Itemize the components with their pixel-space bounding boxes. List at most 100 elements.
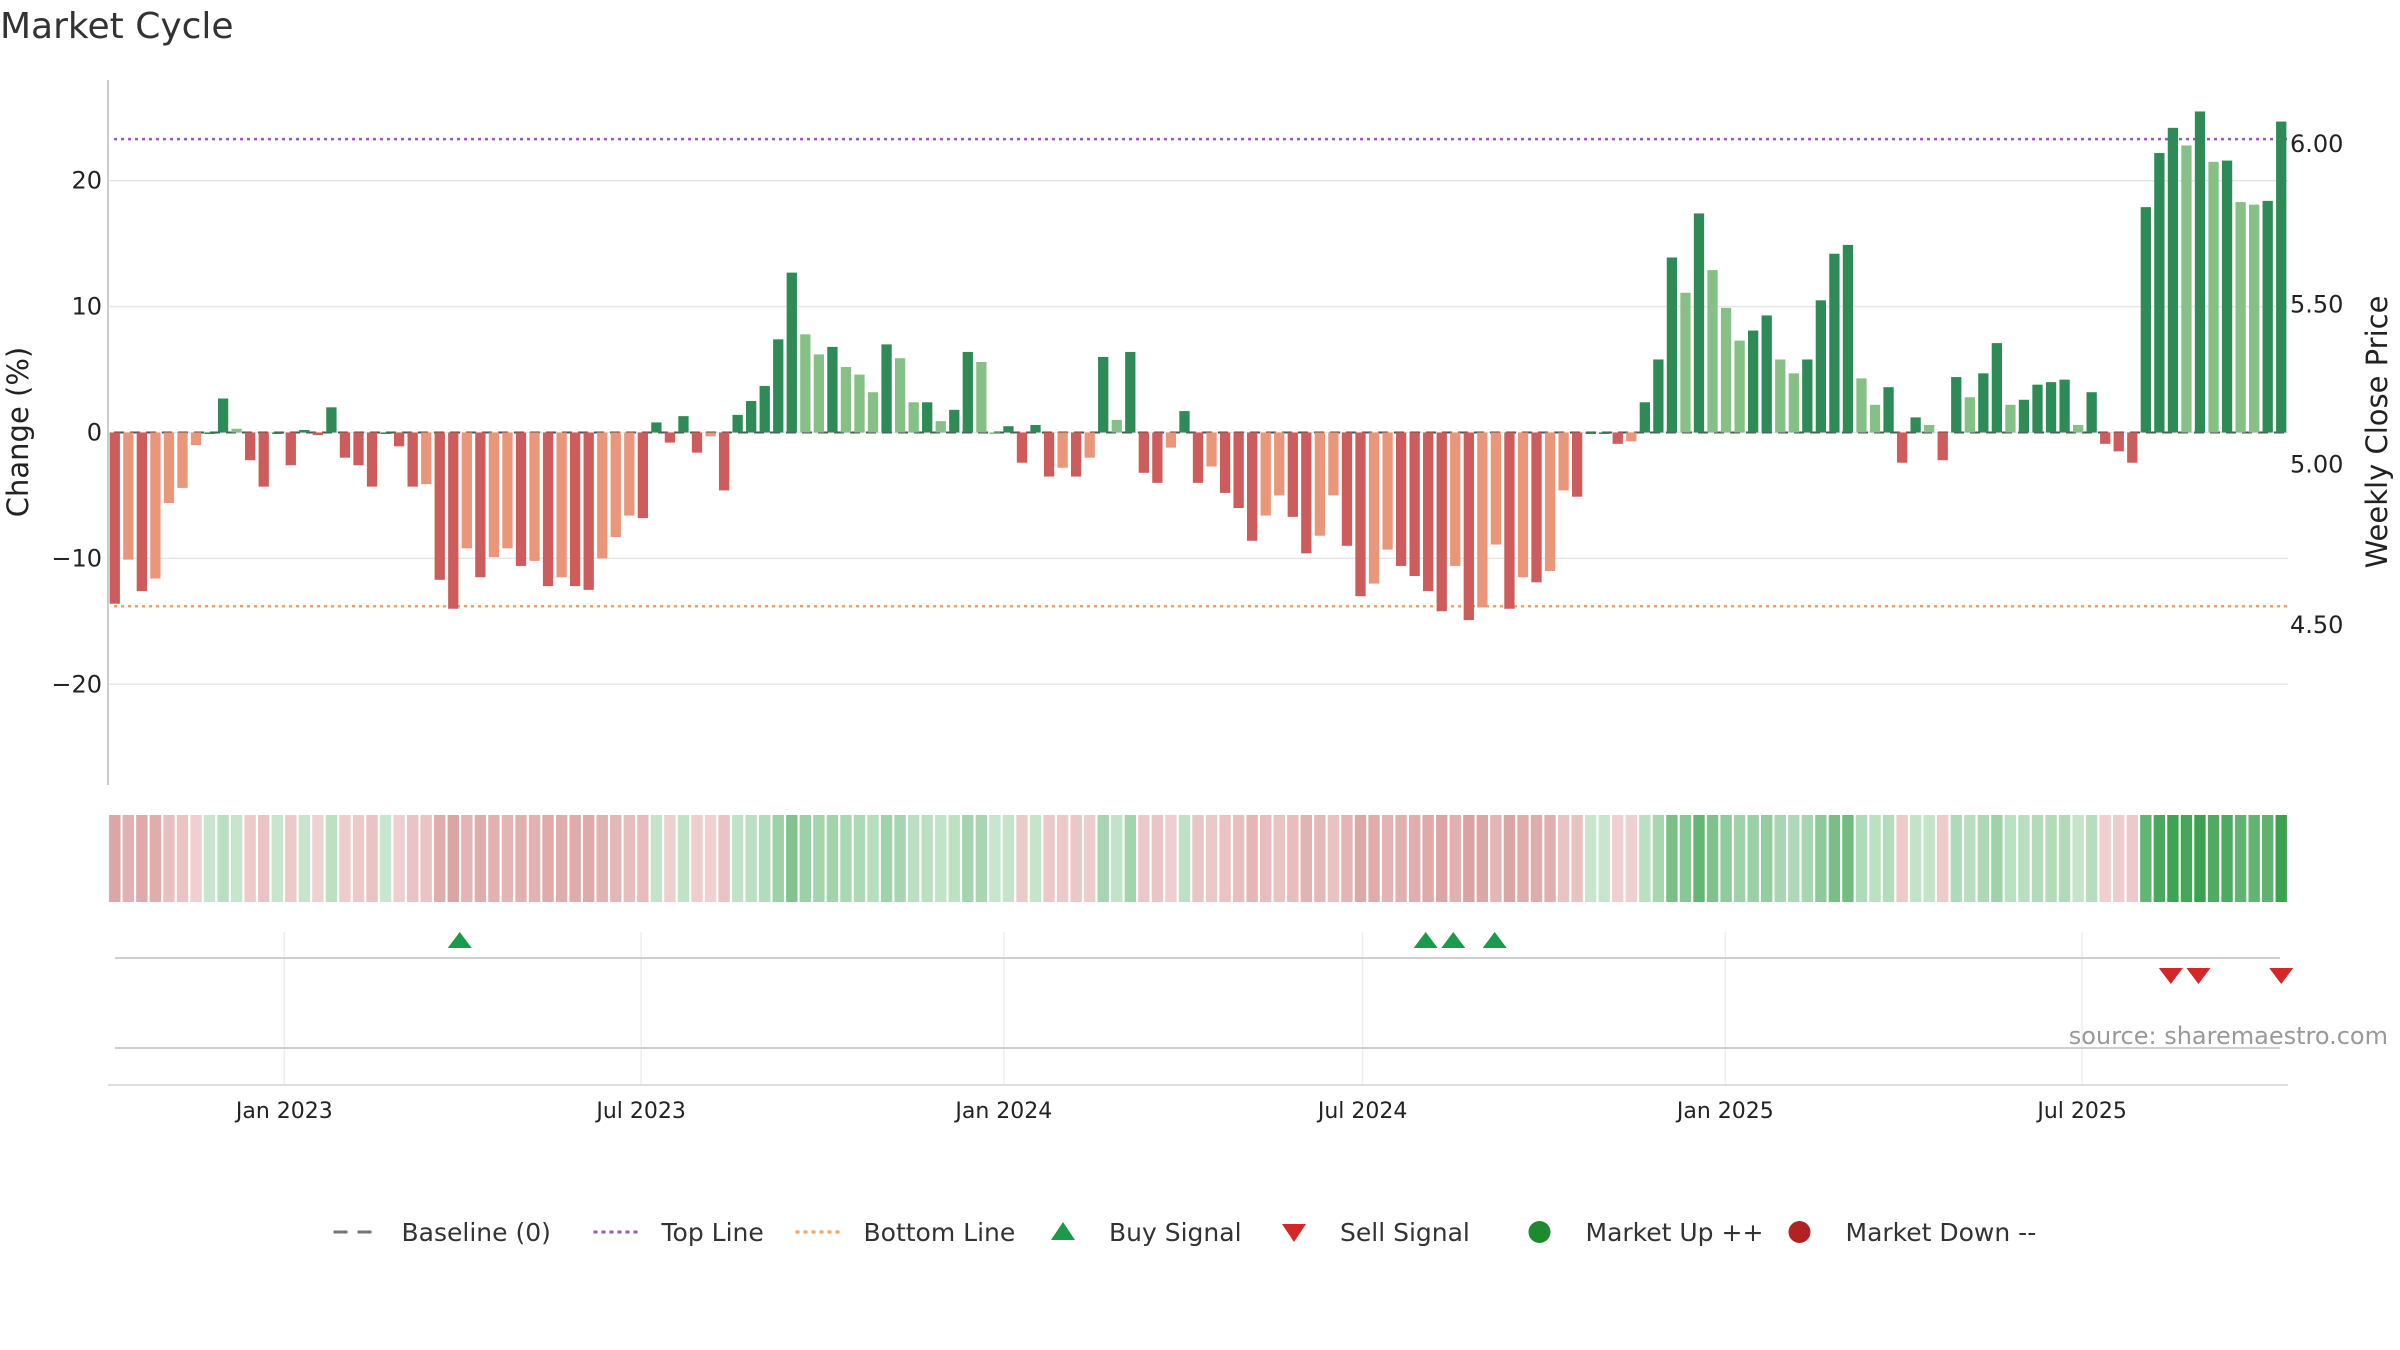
legend-swatch (1788, 1221, 1811, 1243)
bar (1802, 359, 1813, 433)
bar (123, 432, 134, 560)
strip-cell (1530, 815, 1543, 902)
bar (1937, 432, 1948, 461)
bar (2235, 202, 2246, 433)
strip-cell (948, 815, 960, 902)
strip-cell (962, 815, 974, 902)
strip-cell (203, 815, 216, 902)
strip-cell (1598, 815, 1610, 902)
y2-axis: 6.00 5.50 5.00 4.50 (2290, 130, 2343, 639)
bar (624, 432, 635, 516)
strip-cell (1111, 815, 1123, 902)
bar (2100, 432, 2111, 444)
legend-item: Buy Signal (1051, 1218, 1242, 1247)
bar (1477, 432, 1488, 608)
bar (1260, 432, 1271, 516)
strip-cell (2018, 815, 2030, 902)
strip-cell (285, 815, 297, 902)
bar (1165, 432, 1177, 448)
strip-cell (1761, 815, 1773, 902)
strip-cell (190, 815, 202, 902)
buy-signal-marker (1441, 932, 1466, 948)
bar (1693, 213, 1705, 433)
strip-cell (1882, 815, 1895, 902)
strip-cell (2275, 815, 2287, 902)
strip-cell (1842, 815, 1854, 902)
legend-item: Bottom Line (795, 1218, 1015, 1247)
bar (1395, 432, 1407, 566)
sell-signal-marker (2186, 968, 2211, 984)
bar (867, 392, 879, 433)
strip-cell (2153, 815, 2166, 902)
bar (461, 432, 472, 549)
strip-cell (406, 815, 419, 902)
strip-cell (244, 815, 256, 902)
strip-cell (2207, 815, 2220, 902)
strip-cell (799, 815, 812, 902)
bar (705, 432, 716, 437)
bar (2167, 127, 2179, 433)
strip-cell (691, 815, 703, 902)
bar (976, 362, 987, 433)
y2-axis-label: Weekly Close Price (2360, 296, 2394, 569)
bar (177, 432, 188, 488)
bar (691, 432, 703, 453)
strip-cell (664, 815, 676, 902)
strip-cell (136, 815, 148, 902)
strip-cell (623, 815, 635, 902)
strip-cell (352, 815, 365, 902)
strip-cell (1544, 815, 1556, 902)
y2-tick-label: 4.50 (2290, 611, 2343, 639)
strip-cell (271, 815, 283, 902)
strip-cell (1354, 815, 1367, 902)
bar (881, 344, 892, 433)
strip-cell (1923, 815, 1935, 902)
bar (1531, 432, 1542, 583)
strip-cell (488, 815, 500, 902)
bar (448, 432, 459, 609)
bar (1666, 257, 1678, 433)
bar (2208, 161, 2219, 433)
bar (2221, 160, 2233, 433)
bar (2086, 392, 2097, 433)
bar (1409, 432, 1420, 577)
y-tick-label: −10 (51, 544, 102, 572)
strip-cell (1720, 815, 1732, 902)
bar (272, 432, 283, 434)
strip-cell (1801, 815, 1814, 902)
strip-cell (1977, 815, 1990, 902)
bar (2045, 382, 2057, 433)
strip-cell (2031, 815, 2044, 902)
bar (1301, 432, 1312, 554)
legend-label: Market Up ++ (1586, 1218, 1764, 1247)
bar (1720, 307, 1732, 433)
bar (827, 346, 838, 433)
bar (556, 432, 567, 578)
legend-item: Sell Signal (1282, 1218, 1470, 1247)
strip-cell (867, 815, 879, 902)
strip-cell (420, 815, 432, 902)
strip-cell (2221, 815, 2233, 902)
y-axis: 20 10 0 −10 −20 (51, 80, 109, 785)
bar (190, 432, 202, 446)
bar (759, 385, 770, 433)
bar (1111, 419, 1122, 433)
y2-tick-label: 5.00 (2290, 451, 2343, 479)
bar (488, 432, 500, 558)
y-axis-label: Change (%) (1, 347, 35, 517)
bar (2018, 399, 2030, 433)
strip-cell (1016, 815, 1028, 902)
strip-cell (298, 815, 311, 902)
strip-cell (1300, 815, 1313, 902)
strip-cell (637, 815, 649, 902)
bar (732, 414, 743, 433)
strip-cell (2234, 815, 2247, 902)
strip-cell (2140, 815, 2152, 902)
strip-cell (1368, 815, 1380, 902)
bar (854, 374, 865, 433)
bar (1612, 432, 1623, 444)
strip-cell (1449, 815, 1461, 902)
strip-cell (1151, 815, 1164, 902)
strip-cell (813, 815, 825, 902)
